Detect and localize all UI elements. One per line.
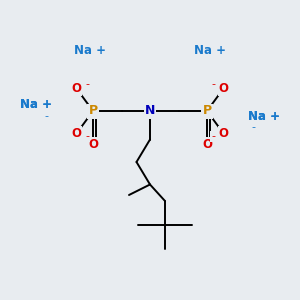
Text: Na +: Na + <box>248 110 280 124</box>
Text: -: - <box>85 79 89 89</box>
Text: O: O <box>218 127 229 140</box>
Text: P: P <box>88 104 98 118</box>
Text: Na +: Na + <box>20 98 52 112</box>
Text: Na +: Na + <box>248 110 280 124</box>
Text: O: O <box>88 137 98 151</box>
Text: N: N <box>145 104 155 118</box>
Text: Na +: Na + <box>74 44 106 58</box>
Text: P: P <box>202 104 211 118</box>
Text: -: - <box>44 111 49 122</box>
Text: O: O <box>71 127 82 140</box>
Text: Na +: Na + <box>194 44 226 58</box>
Text: Na +: Na + <box>20 98 52 112</box>
Text: -: - <box>85 131 89 142</box>
Text: O: O <box>71 82 82 95</box>
Text: -: - <box>251 122 256 133</box>
Text: -: - <box>211 131 215 142</box>
Text: -: - <box>211 79 215 89</box>
Text: O: O <box>202 137 212 151</box>
Text: O: O <box>218 82 229 95</box>
